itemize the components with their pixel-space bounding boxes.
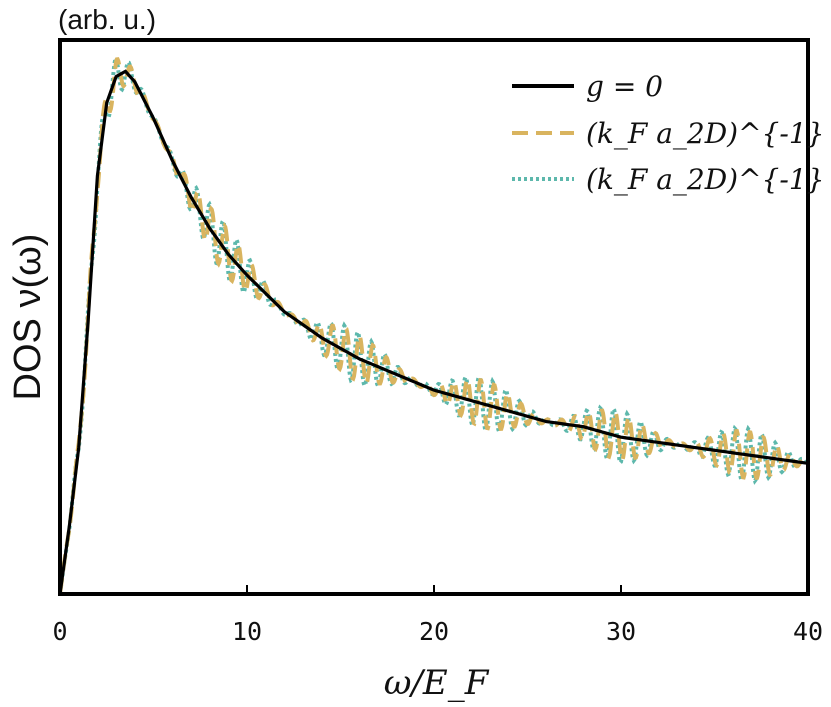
series-group xyxy=(60,52,808,594)
x-tick-label-0: 0 xyxy=(52,617,67,646)
x-axis: 0 10 20 30 40 xyxy=(52,585,823,646)
x-tick-label-40: 40 xyxy=(793,617,823,646)
legend: g = 0 (k_F a_2D)^{-1} = 1 (k_F a_2D)^{-1… xyxy=(512,70,831,196)
y-axis-label: DOS ν(ω) xyxy=(7,234,49,401)
y-unit-label: (arb. u.) xyxy=(58,4,156,35)
x-tick-label-30: 30 xyxy=(606,617,636,646)
legend-label-k-inv-1: (k_F a_2D)^{-1} = 1 xyxy=(586,117,831,150)
x-axis-label: ω/E_F xyxy=(384,663,490,703)
legend-label-k-inv-4: (k_F a_2D)^{-1} = 4 xyxy=(586,163,831,196)
x-tick-label-10: 10 xyxy=(232,617,262,646)
x-tick-label-20: 20 xyxy=(419,617,449,646)
series-line-k-inv-1 xyxy=(60,57,808,594)
legend-label-g0: g = 0 xyxy=(586,70,663,103)
series-line-g0 xyxy=(60,69,808,594)
